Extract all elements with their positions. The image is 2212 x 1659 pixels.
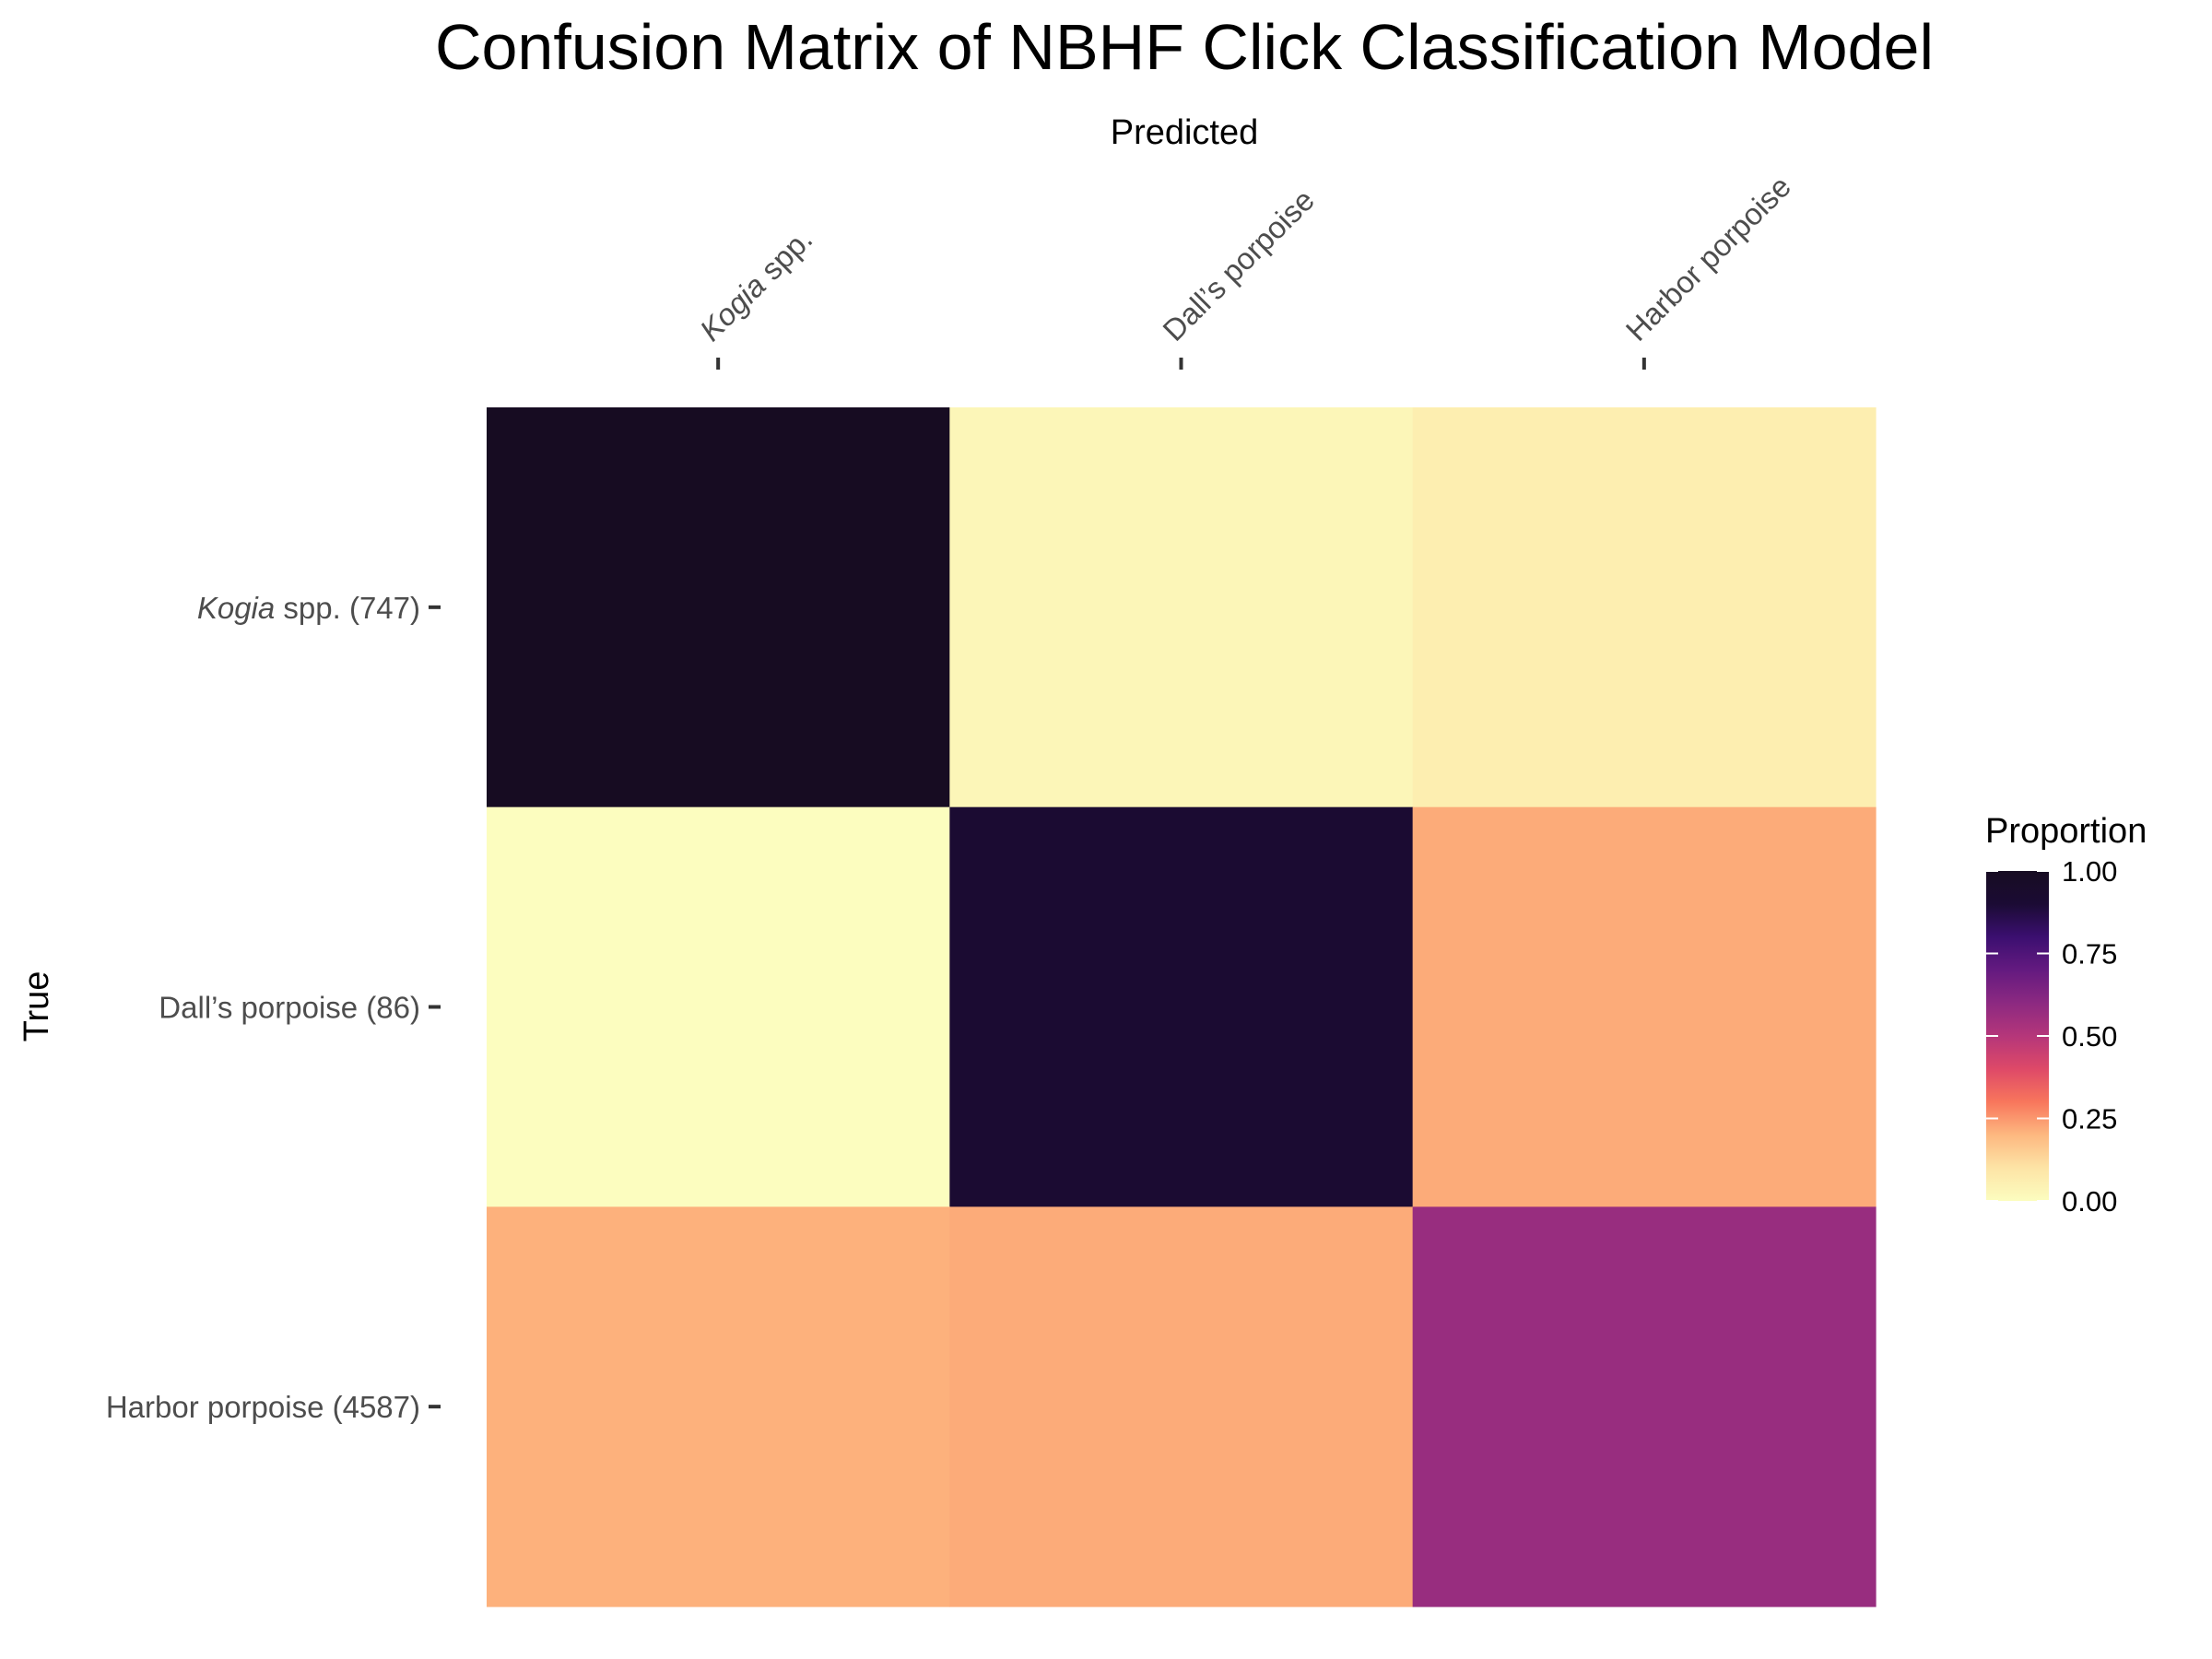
heatmap-cell — [487, 806, 950, 1207]
y-tick-label: Dall’s porpoise (86) — [159, 991, 420, 1025]
legend-tick-label: 1.00 — [2062, 855, 2117, 888]
legend-tick-label: 0.25 — [2062, 1103, 2117, 1135]
y-axis-label: True — [18, 971, 56, 1042]
heatmap-cell — [1412, 1206, 1877, 1607]
x-tick-label: Dall’s porpoise — [1156, 182, 1321, 347]
y-tick-label: Kogia spp. (747) — [197, 591, 420, 625]
heatmap-cell — [487, 407, 950, 808]
y-tick-label: Harbor porpoise (4587) — [106, 1390, 420, 1424]
y-axis-ticks: Kogia spp. (747) Dall’s porpoise (86) Harb… — [106, 591, 441, 1424]
x-tick-label: Kogia spp. — [693, 222, 818, 347]
chart-title: Confusion Matrix of NBHF Click Classific… — [435, 11, 1934, 83]
x-axis-label: Predicted — [1111, 113, 1259, 152]
heatmap-cell — [949, 806, 1414, 1207]
legend-ticks: 0.00 0.25 0.50 0.75 1.00 — [1986, 855, 2117, 1218]
heatmap-cells — [487, 407, 1877, 1607]
heatmap-cell — [487, 1206, 950, 1607]
x-tick-label: Harbor porpoise — [1619, 169, 1797, 347]
heatmap-cell — [949, 407, 1414, 808]
legend-title: Proportion — [1985, 812, 2147, 851]
legend-tick-label: 0.75 — [2062, 938, 2117, 971]
heatmap-cell — [949, 1206, 1414, 1607]
heatmap-cell — [1412, 806, 1877, 1207]
color-legend: Proportion 0.00 0.25 0.50 0.75 1.00 — [1985, 812, 2147, 1218]
legend-tick-label: 0.50 — [2062, 1020, 2117, 1053]
heatmap-cell — [1412, 407, 1877, 808]
legend-tick-label: 0.00 — [2062, 1185, 2117, 1218]
x-axis-ticks: Kogia spp. Dall’s porpoise Harbor porpoise — [693, 169, 1797, 370]
